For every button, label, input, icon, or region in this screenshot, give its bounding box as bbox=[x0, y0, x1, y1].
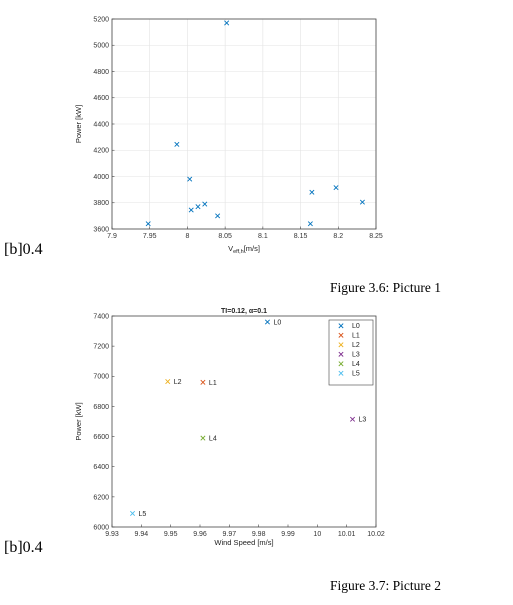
figure2-side-label: [b]0.4 bbox=[4, 539, 43, 556]
chart1-x-label-sub: eff,h bbox=[233, 249, 244, 255]
figure2-caption: Figure 3.7: Picture 2 bbox=[330, 578, 441, 593]
y-tick-label: 7200 bbox=[93, 344, 109, 351]
chart1-point-3 bbox=[188, 207, 194, 213]
x-tick-label: 9.97 bbox=[223, 531, 237, 538]
chart1-point-11 bbox=[359, 199, 365, 205]
y-tick-label: 4800 bbox=[93, 69, 109, 76]
x-tick-label: 10.02 bbox=[367, 531, 385, 538]
x-tick-label: 8.15 bbox=[294, 233, 308, 240]
chart1-point-7 bbox=[224, 20, 230, 26]
chart1-point-4 bbox=[195, 204, 201, 210]
y-tick-label: 6200 bbox=[93, 494, 109, 501]
chart2-point-l5 bbox=[130, 510, 136, 516]
chart2-legend-entry-l2: L2 bbox=[352, 342, 360, 349]
chart2-legend-marker-l1 bbox=[338, 332, 344, 338]
chart2-legend-entry-l4: L4 bbox=[352, 361, 360, 368]
chart2-legend-entry-l1: L1 bbox=[352, 333, 360, 340]
x-tick-label: 8.05 bbox=[218, 233, 232, 240]
chart2-point-label-l5: L5 bbox=[139, 511, 147, 518]
chart2-point-label-l4: L4 bbox=[209, 436, 217, 443]
y-tick-label: 7000 bbox=[93, 374, 109, 381]
y-tick-label: 6400 bbox=[93, 464, 109, 471]
x-tick-label: 8.25 bbox=[369, 233, 383, 240]
x-tick-label: 10 bbox=[313, 531, 321, 538]
chart1-point-2 bbox=[187, 176, 193, 182]
chart1-x-ticks: 7.9 7.95 8 8.05 8.1 8.15 8.2 8.25 bbox=[107, 226, 383, 240]
chart2-legend: L0 L1 L2 L3 L4 L5 bbox=[328, 319, 374, 386]
y-tick-label: 7400 bbox=[93, 313, 109, 320]
chart1-point-1 bbox=[174, 141, 180, 147]
chart2-points: L0 L1 L2 L3 L4 L5 bbox=[130, 319, 367, 518]
y-tick-label: 4600 bbox=[93, 95, 109, 102]
chart2-legend-marker-l5 bbox=[338, 370, 344, 376]
figure1-side-label: [b]0.4 bbox=[4, 241, 43, 258]
y-tick-label: 6600 bbox=[93, 434, 109, 441]
x-tick-label: 9.96 bbox=[193, 531, 207, 538]
chart2-x-axis-label: Wind Speed [m/s] bbox=[214, 538, 273, 547]
y-tick-label: 4000 bbox=[93, 174, 109, 181]
chart2-point-l4 bbox=[200, 435, 206, 441]
chart2-legend-entry-l3: L3 bbox=[352, 352, 360, 359]
x-tick-label: 7.9 bbox=[107, 233, 117, 240]
x-tick-label: 7.95 bbox=[143, 233, 157, 240]
x-tick-label: 9.99 bbox=[281, 531, 295, 538]
x-tick-label: 9.93 bbox=[105, 531, 119, 538]
chart2-point-l2 bbox=[165, 379, 171, 385]
chart2-point-label-l1: L1 bbox=[209, 380, 217, 387]
chart2-legend-marker-l4 bbox=[338, 361, 344, 367]
chart1-point-10 bbox=[333, 185, 339, 191]
chart2-legend-entry-l5: L5 bbox=[352, 371, 360, 378]
chart2: 9.93 9.94 9.95 9.96 9.97 9.98 9.99 10 10.01 10.02… bbox=[74, 308, 385, 547]
chart2-y-axis-label: Power [kW] bbox=[74, 402, 83, 440]
x-tick-label: 10.01 bbox=[338, 531, 356, 538]
x-tick-label: 9.98 bbox=[252, 531, 266, 538]
chart2-legend-entry-l0: L0 bbox=[352, 323, 360, 330]
y-tick-label: 3800 bbox=[93, 200, 109, 207]
chart1-y-axis-label: Power [kW] bbox=[74, 105, 83, 143]
chart2-point-l0 bbox=[264, 319, 270, 325]
y-tick-label: 3600 bbox=[93, 226, 109, 233]
chart2-point-l1 bbox=[200, 379, 206, 385]
x-tick-label: 8.2 bbox=[333, 233, 343, 240]
chart2-point-label-l0: L0 bbox=[273, 320, 281, 327]
chart1-point-6 bbox=[215, 213, 221, 219]
chart1-point-9 bbox=[309, 189, 315, 195]
chart1-x-label-unit: [m/s] bbox=[244, 244, 260, 253]
chart2-legend-marker-l3 bbox=[338, 351, 344, 357]
chart1-x-axis-label: Veff,h[m/s] bbox=[228, 244, 260, 255]
chart2-point-l3 bbox=[350, 416, 356, 422]
chart1-x-label-main: V bbox=[228, 244, 233, 253]
y-tick-label: 5000 bbox=[93, 43, 109, 50]
y-tick-label: 4400 bbox=[93, 121, 109, 128]
chart2-title: TI=0.12, α=0.1 bbox=[221, 308, 267, 315]
chart2-x-ticks: 9.93 9.94 9.95 9.96 9.97 9.98 9.99 10 10.01 10.02 bbox=[105, 524, 385, 538]
chart1-point-0 bbox=[145, 221, 151, 227]
x-tick-label: 8.1 bbox=[258, 233, 268, 240]
y-tick-label: 5200 bbox=[93, 16, 109, 23]
x-tick-label: 8 bbox=[185, 233, 189, 240]
chart2-point-label-l2: L2 bbox=[174, 379, 182, 386]
y-tick-label: 6800 bbox=[93, 404, 109, 411]
chart1-point-8 bbox=[307, 221, 313, 227]
figure1-caption: Figure 3.6: Picture 1 bbox=[330, 280, 441, 295]
chart1-y-ticks: 3600 3800 4000 4200 4400 4600 4800 5000 5200 bbox=[93, 16, 115, 233]
y-tick-label: 6000 bbox=[93, 524, 109, 531]
chart1-points bbox=[145, 20, 365, 227]
x-tick-label: 9.95 bbox=[164, 531, 178, 538]
chart2-y-ticks: 6000 6200 6400 6600 6800 7000 7200 7400 bbox=[93, 313, 115, 531]
y-tick-label: 4200 bbox=[93, 148, 109, 155]
chart2-legend-box bbox=[328, 319, 374, 386]
chart1: 7.9 7.95 8 8.05 8.1 8.15 8.2 8.25 3600 3800 4000 4… bbox=[74, 16, 383, 255]
chart1-grid bbox=[111, 18, 377, 230]
chart1-point-5 bbox=[202, 201, 208, 207]
chart2-legend-marker-l2 bbox=[338, 342, 344, 348]
x-tick-label: 9.94 bbox=[135, 531, 149, 538]
chart2-legend-marker-l0 bbox=[338, 323, 344, 329]
chart2-point-label-l3: L3 bbox=[359, 417, 367, 424]
chart2-plot-frame bbox=[111, 315, 377, 528]
